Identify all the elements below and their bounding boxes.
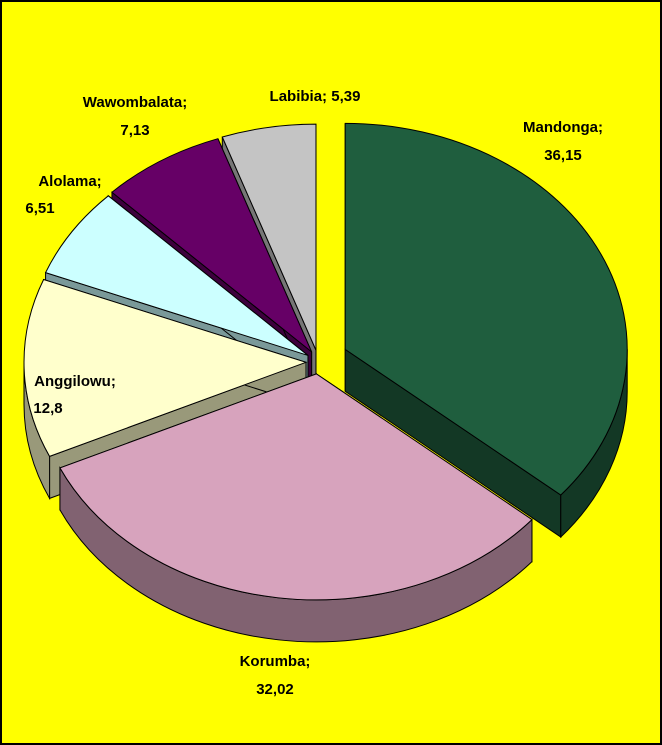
value-label: 7,13 — [120, 122, 149, 139]
category-label: Wawombalata; — [83, 94, 187, 111]
value-label: 36,15 — [544, 147, 582, 164]
labels: Mandonga; 36,15 Korumba; 32,02 Anggilowu; 12,… — [25, 88, 603, 698]
value-label: 6,51 — [25, 200, 54, 217]
value-label: 32,02 — [256, 681, 294, 698]
slice — [221, 123, 317, 351]
category-label: Anggilowu; — [34, 373, 116, 390]
slice — [344, 122, 628, 496]
slice — [44, 195, 309, 356]
category-label: Korumba; — [240, 653, 311, 670]
slice — [111, 138, 313, 353]
slice — [59, 373, 533, 601]
value-label: 5,39 — [331, 88, 360, 105]
category-label: Alolama; — [38, 173, 101, 190]
pie — [23, 122, 628, 643]
category-label: Mandonga; — [523, 119, 603, 136]
category-label: Labibia; — [270, 88, 328, 105]
slice — [23, 278, 308, 457]
value-label: 12,8 — [33, 400, 62, 417]
data-label: Labibia; 5,39 — [270, 88, 361, 105]
